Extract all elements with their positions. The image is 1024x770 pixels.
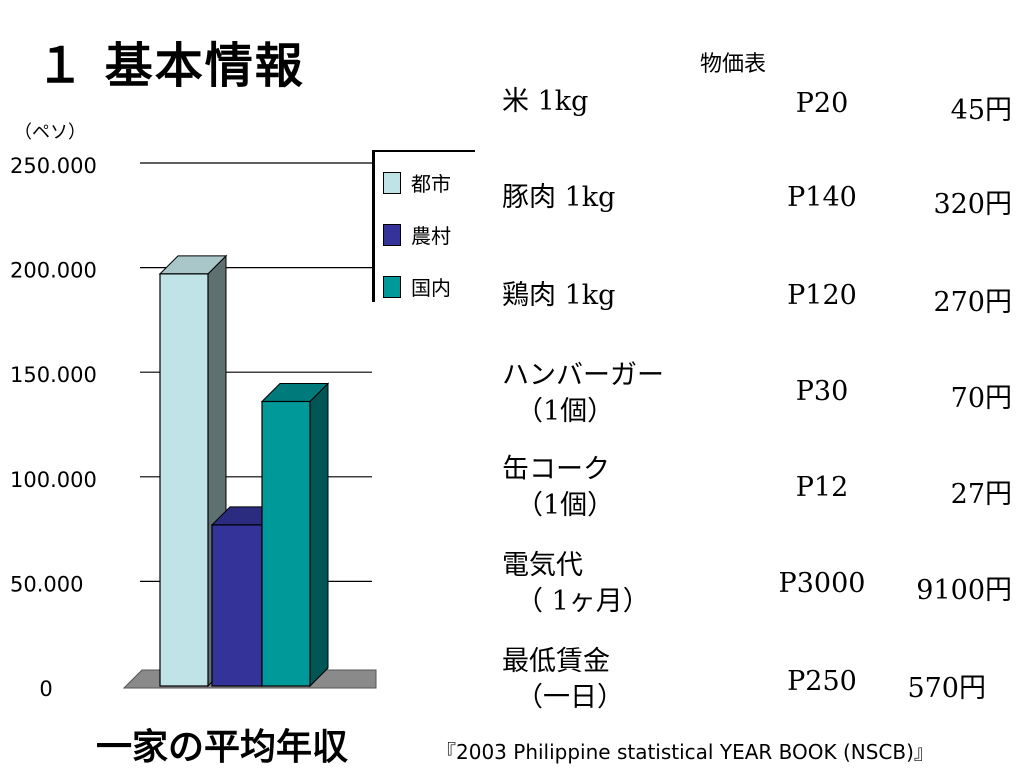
y-tick-label: 250.000 [10, 154, 97, 178]
item-peso: P12 [795, 472, 849, 503]
bar [261, 400, 311, 687]
legend-swatch-rural [383, 223, 401, 246]
item-yen: 27円 [950, 479, 1012, 510]
legend-label-national: 国内 [411, 276, 451, 300]
y-tick-label: 0 [39, 677, 52, 700]
item-name: 米 1kg [502, 84, 588, 120]
item-yen: 70円 [950, 383, 1012, 414]
item-peso: P250 [787, 666, 857, 697]
y-tick-label: 50.000 [10, 572, 83, 596]
item-peso: P30 [795, 376, 849, 407]
item-name: 豚肉 1kg [502, 180, 615, 216]
y-tick-label: 150.000 [10, 363, 97, 387]
item-name-main: 米 1kg [502, 86, 589, 117]
item-name: 鶏肉 1kg [502, 278, 615, 314]
chart-legend: 都市 農村 国内 [372, 150, 475, 302]
source-note: 『2003 Philippine statistical YEAR BOOK (… [436, 740, 934, 764]
slide-title: １ 基本情報 [36, 38, 305, 94]
item-yen: 320円 [933, 189, 1012, 220]
item-name-main: ハンバーガー [502, 360, 664, 391]
item-name-main: 缶コーク [502, 454, 610, 485]
item-name-sub: （1個） [516, 490, 615, 521]
item-name: 電気代 （ 1ヶ月） [502, 548, 650, 620]
item-name-sub: （一日） [516, 682, 624, 713]
price-table-title: 物価表 [700, 52, 767, 77]
legend-swatch-city [383, 171, 401, 194]
bar [211, 524, 263, 687]
item-peso: P120 [787, 280, 857, 311]
legend-item-city: 都市 [383, 168, 451, 197]
bar-side [309, 382, 329, 688]
legend-item-national: 国内 [383, 272, 451, 301]
chart-caption: 一家の平均年収 [96, 727, 349, 768]
legend-swatch-national [383, 275, 401, 298]
y-axis-unit-label: （ペソ） [14, 122, 86, 143]
item-name-sub: （1個） [516, 396, 615, 427]
legend-label-rural: 農村 [411, 224, 451, 248]
legend-label-city: 都市 [411, 172, 451, 196]
y-tick-label: 100.000 [10, 468, 97, 492]
item-name: ハンバーガー （1個） [502, 358, 664, 430]
legend-item-rural: 農村 [383, 220, 451, 249]
y-tick-label: 200.000 [10, 259, 97, 283]
item-name-main: 鶏肉 1kg [502, 280, 616, 311]
item-name-main: 電気代 [502, 550, 583, 581]
item-name: 缶コーク （1個） [502, 452, 614, 524]
item-yen: 270円 [933, 287, 1012, 318]
item-yen: 45円 [950, 95, 1012, 126]
item-name-sub: （ 1ヶ月） [516, 586, 650, 617]
item-peso: P140 [787, 182, 857, 213]
bar [159, 273, 209, 687]
item-name-main: 豚肉 1kg [502, 182, 616, 213]
item-name: 最低賃金 （一日） [502, 644, 624, 716]
item-peso: P20 [795, 88, 849, 119]
item-name-main: 最低賃金 [502, 646, 610, 677]
income-bar-chart: 0 50.000 100.000 150.000 200.000 250.000 [10, 154, 377, 700]
item-yen: 9100円 [916, 575, 1012, 606]
item-yen: 570円 [907, 673, 986, 704]
item-peso: P3000 [778, 568, 866, 599]
